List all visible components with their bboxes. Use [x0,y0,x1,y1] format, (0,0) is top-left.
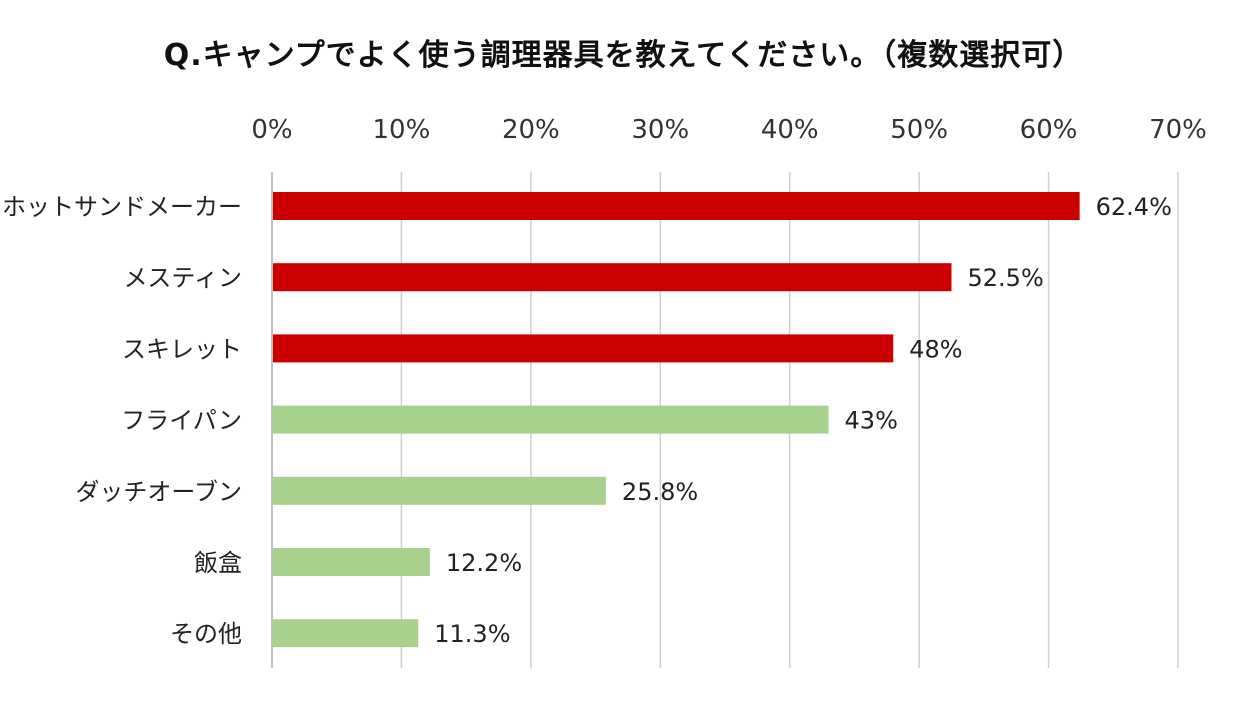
category-label: フライパン [121,407,242,435]
x-tick-label: 10% [373,115,431,145]
x-tick-label: 0% [251,115,292,145]
category-label: スキレット [122,335,242,363]
data-label: 12.2% [446,549,522,577]
x-tick-label: 60% [1020,115,1078,145]
data-label: 11.3% [434,620,510,648]
category-label: 飯盒 [194,549,242,577]
value-labels: 62.4% 52.5% 48% 43% 25.8% 12.2% 11.3% [434,193,1172,648]
bar [273,334,894,363]
bar [273,619,419,648]
bar [273,192,1080,220]
x-axis-ticks: 0% 10% 20% 30% 40% 50% 60% 70% [251,115,1207,145]
bar [273,476,606,505]
category-label: ダッチオーブン [75,478,242,506]
x-tick-label: 30% [631,115,689,145]
data-label: 52.5% [968,264,1044,292]
x-tick-label: 40% [761,115,819,145]
data-label: 48% [909,335,962,363]
data-label: 62.4% [1096,193,1172,221]
data-label: 25.8% [622,478,698,506]
chart-title: Q.キャンプでよく使う調理器具を教えてください。（複数選択可） [163,38,1084,73]
bars [273,192,1080,648]
category-label: メスティン [123,264,242,292]
x-tick-label: 70% [1149,115,1207,145]
category-label: その他 [170,620,242,648]
bar [273,263,952,292]
bar [273,405,829,434]
bar [273,548,430,576]
x-tick-label: 50% [890,115,948,145]
data-label: 43% [845,407,898,435]
category-label: ホットサンドメーカー [2,193,242,221]
x-tick-label: 20% [502,115,560,145]
